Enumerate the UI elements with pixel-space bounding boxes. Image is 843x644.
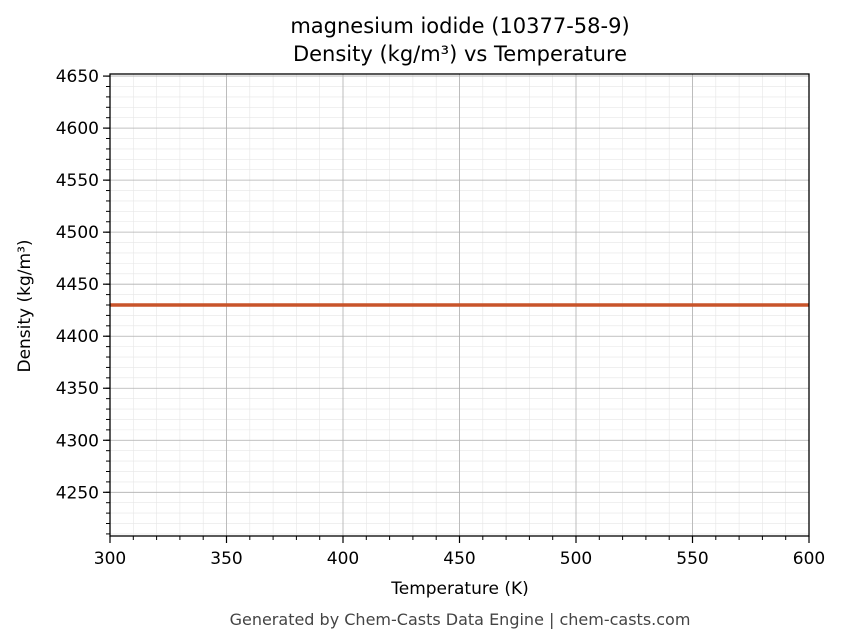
- x-tick-label: 300: [94, 549, 126, 569]
- axis-ticks: [103, 75, 810, 543]
- y-tick-label: 4350: [56, 379, 99, 399]
- chart-subtitle: Density (kg/m³) vs Temperature: [293, 42, 627, 66]
- y-tick-label: 4300: [56, 431, 99, 451]
- y-tick-label: 4250: [56, 483, 99, 503]
- chart-title: magnesium iodide (10377-58-9): [290, 14, 629, 38]
- x-tick-label: 600: [793, 549, 825, 569]
- x-tick-label: 450: [443, 549, 475, 569]
- x-tick-label: 400: [327, 549, 359, 569]
- y-tick-label: 4450: [56, 275, 99, 295]
- y-tick-label: 4400: [56, 327, 99, 347]
- x-tick-label: 500: [560, 549, 592, 569]
- y-tick-label: 4500: [56, 223, 99, 243]
- footer-credit: Generated by Chem-Casts Data Engine | ch…: [230, 610, 691, 629]
- tick-labels: 300 350 400 450 500 550 600 4250 4300 4350 4400 445…: [56, 67, 825, 569]
- y-tick-label: 4650: [56, 67, 99, 87]
- x-axis-label: Temperature (K): [390, 579, 529, 599]
- y-tick-label: 4600: [56, 119, 99, 139]
- y-tick-label: 4550: [56, 171, 99, 191]
- x-tick-label: 350: [210, 549, 242, 569]
- y-axis-label: Density (kg/m³): [15, 239, 35, 372]
- x-tick-label: 550: [676, 549, 708, 569]
